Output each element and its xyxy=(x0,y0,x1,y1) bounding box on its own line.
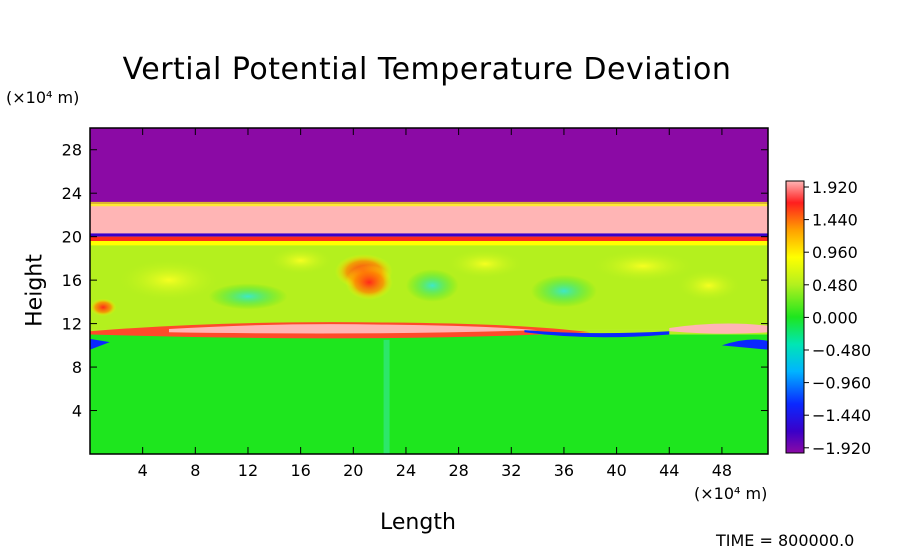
x-axis-unit: (×10⁴ m) xyxy=(694,484,768,503)
cold-streak-right xyxy=(721,339,768,350)
x-tick-label: 32 xyxy=(501,461,521,480)
x-tick-label: 44 xyxy=(659,461,679,480)
x-tick-label: 36 xyxy=(554,461,574,480)
y-tick-label: 24 xyxy=(62,184,82,203)
warm-layer-pink xyxy=(168,324,538,334)
band-tropopause-yellow xyxy=(90,241,768,246)
colorbar-label: −1.440 xyxy=(812,406,871,425)
anomaly-5 xyxy=(116,258,222,302)
y-tick-label: 8 xyxy=(72,358,82,377)
colorbar-label: −0.960 xyxy=(812,374,871,393)
colorbar-label: 0.480 xyxy=(812,276,858,295)
anomaly-9 xyxy=(675,269,742,302)
band-tropopause-red xyxy=(90,236,768,242)
x-tick-label: 8 xyxy=(190,461,200,480)
anomaly-7 xyxy=(531,274,597,308)
x-tick-label: 16 xyxy=(290,461,310,480)
x-tick-label: 12 xyxy=(238,461,258,480)
x-tick-label: 40 xyxy=(606,461,626,480)
plot-frame xyxy=(89,127,769,455)
band-tropopause-dark xyxy=(90,233,768,237)
anomaly-6 xyxy=(405,269,459,302)
anomaly-4 xyxy=(590,249,696,283)
y-axis-unit: (×10⁴ m) xyxy=(6,88,80,107)
band-0 xyxy=(90,128,768,205)
anomaly-10 xyxy=(90,298,117,316)
colorbar-label: 1.440 xyxy=(812,211,858,230)
chart-title: Vertial Potential Temperature Deviation xyxy=(122,52,732,87)
y-tick-label: 4 xyxy=(72,402,82,421)
x-tick-label: 24 xyxy=(396,461,416,480)
x-tick-label: 20 xyxy=(343,461,363,480)
colorbar-label: 0.960 xyxy=(812,243,858,262)
y-tick-label: 20 xyxy=(62,228,82,247)
band-1 xyxy=(90,204,768,234)
band-upper-edge xyxy=(90,201,768,207)
x-axis-label: Length xyxy=(380,510,456,535)
y-tick-label: 28 xyxy=(62,141,82,160)
warm-layer-right xyxy=(669,323,768,334)
colorbar-label: 0.000 xyxy=(812,308,858,327)
colorbar-label: −0.480 xyxy=(812,341,871,360)
temperature-field xyxy=(90,128,768,454)
cold-streak-mid xyxy=(524,330,670,338)
x-tick-label: 4 xyxy=(138,461,148,480)
x-tick-label: 28 xyxy=(448,461,468,480)
colorbar-label: 1.920 xyxy=(812,178,858,197)
anomaly-2 xyxy=(267,246,334,275)
y-tick-label: 12 xyxy=(62,315,82,334)
anomaly-3 xyxy=(445,248,525,280)
colorbar-ticks: 1.920 1.440 0.960 0.480 0.000 −0.480 −0.960 −1.… xyxy=(804,178,871,458)
x-tick-label: 48 xyxy=(712,461,732,480)
cold-streak-left xyxy=(90,338,110,350)
band-3 xyxy=(90,334,768,454)
anomaly-8 xyxy=(208,283,288,310)
anomaly-1 xyxy=(345,264,393,300)
colorbar-label: −1.920 xyxy=(812,439,871,458)
y-tick-label: 16 xyxy=(62,271,82,290)
colorbar xyxy=(785,180,805,454)
cold-column xyxy=(383,339,390,454)
